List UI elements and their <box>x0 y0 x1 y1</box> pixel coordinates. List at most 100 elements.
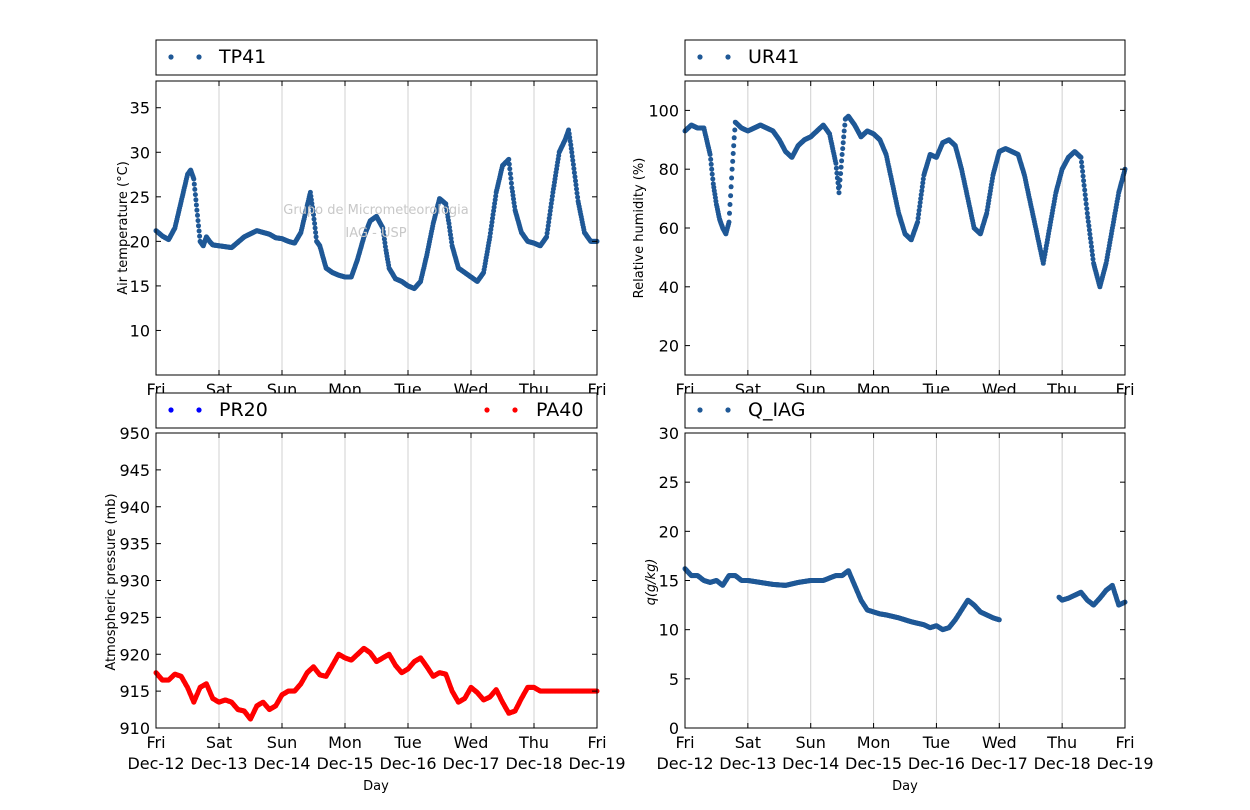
y-axis-label: Atmospheric pressure (mb) <box>104 493 119 670</box>
x-tick-label-date: Dec-15 <box>316 754 373 773</box>
data-point-tp41 <box>548 204 554 210</box>
data-point-tp41 <box>569 153 575 159</box>
data-point-ur41 <box>838 171 844 177</box>
data-point-tp41 <box>510 192 516 198</box>
x-tick-label-day: Wed <box>982 733 1017 752</box>
data-point-tp41 <box>569 149 575 155</box>
y-tick-label: 15 <box>130 277 150 296</box>
data-point-tp41 <box>567 134 573 140</box>
data-point-ur41 <box>708 156 714 162</box>
data-point-ur41 <box>833 165 839 171</box>
y-axis-ticks: 20 40 60 80 100 <box>648 101 1125 356</box>
data-point-tp41 <box>194 207 200 213</box>
legend-label-q-iag: Q_IAG <box>748 399 805 421</box>
data-point-tp41 <box>309 201 315 206</box>
data-point-tp41 <box>491 208 497 214</box>
data-point-ur41 <box>1085 219 1091 225</box>
y-tick-label: 925 <box>119 608 150 627</box>
y-axis-ticks: 910 915 920 925 930 935 940 945 950 <box>119 424 597 738</box>
data-point-ur41 <box>841 128 847 134</box>
data-point-tp41 <box>193 197 199 203</box>
data-point-tp41 <box>573 182 579 188</box>
x-tick-label-date: Dec-13 <box>719 754 776 773</box>
data-point-ur41 <box>915 219 921 225</box>
data-point-ur41 <box>1090 252 1095 258</box>
x-tick-label-date: Dec-15 <box>845 754 902 773</box>
data-point-ur41 <box>837 177 843 183</box>
data-point-tp41 <box>487 234 493 240</box>
data-point-tp41 <box>509 185 515 191</box>
y-tick-label: 920 <box>119 645 150 664</box>
data-point-ur41 <box>707 152 713 157</box>
data-point-tp41 <box>566 131 572 137</box>
x-tick-label-day: Sun <box>267 733 297 752</box>
data-point-q-iag <box>996 617 1002 623</box>
data-point-ur41 <box>1083 196 1089 202</box>
legend-box-q: Q_IAG <box>684 392 1126 429</box>
data-point-tp41 <box>381 236 387 242</box>
data-point-ur41 <box>838 164 844 170</box>
data-point-ur41 <box>833 160 839 166</box>
x-tick-label-day: Sat <box>206 733 232 752</box>
y-tick-label: 5 <box>669 670 679 689</box>
data-point-tp41 <box>447 224 452 230</box>
legend-marker-tp41 <box>196 54 202 60</box>
y-tick-label: 950 <box>119 424 150 443</box>
data-point-ur41 <box>1078 154 1084 160</box>
legend-label-ur41: UR41 <box>748 46 799 68</box>
legend-label-tp41: TP41 <box>218 46 266 68</box>
data-point-tp41 <box>489 219 495 225</box>
grid-lines <box>747 433 1063 728</box>
data-point-ur41 <box>919 188 925 194</box>
y-tick-label: 10 <box>130 321 150 340</box>
data-points <box>682 113 1128 290</box>
data-point-tp41 <box>568 142 574 148</box>
data-point-ur41 <box>837 183 842 189</box>
panel-air-temperature: Grupo de Micrometeorologia IAG - USP 10 1… <box>116 39 607 399</box>
data-point-tp41 <box>308 197 314 203</box>
data-point-tp41 <box>507 166 513 172</box>
x-tick-label-date: Dec-18 <box>505 754 562 773</box>
data-point-tp41 <box>491 204 497 210</box>
data-point-ur41 <box>920 176 926 182</box>
data-point-tp41 <box>490 212 496 218</box>
data-point-ur41 <box>1088 240 1094 245</box>
y-tick-label: 935 <box>119 535 150 554</box>
data-point-tp41 <box>546 219 552 225</box>
x-tick-label-date: Dec-14 <box>782 754 839 773</box>
data-point-tp41 <box>547 208 553 214</box>
y-tick-label: 910 <box>119 719 150 738</box>
legend-marker-ur41 <box>725 54 731 60</box>
data-point-tp41 <box>195 212 200 218</box>
data-point-tp41 <box>382 244 388 250</box>
data-point-tp41 <box>571 170 577 176</box>
data-point-ur41 <box>710 176 716 182</box>
data-point-ur41 <box>1082 192 1088 198</box>
x-tick-label-day: Mon <box>328 733 362 752</box>
data-point-tp41 <box>487 230 493 236</box>
x-axis-label: Day <box>892 779 918 794</box>
x-tick-label-day: Sat <box>735 733 761 752</box>
data-point-tp41 <box>312 225 318 231</box>
data-point-ur41 <box>731 143 737 149</box>
watermark-line-1: Grupo de Micrometeorologia <box>283 203 469 218</box>
x-axis-label: Day <box>363 779 389 794</box>
data-point-tp41 <box>380 229 386 235</box>
watermark-line-2: IAG - USP <box>345 226 406 241</box>
data-point-ur41 <box>1079 159 1084 165</box>
data-point-ur41 <box>1086 227 1092 233</box>
data-point-tp41 <box>510 189 515 195</box>
data-point-tp41 <box>308 193 314 199</box>
data-point-tp41 <box>492 197 498 203</box>
y-tick-label: 35 <box>130 99 150 118</box>
data-point-ur41 <box>709 171 715 177</box>
y-tick-label: 20 <box>659 337 679 356</box>
data-point-ur41 <box>1083 201 1089 207</box>
data-point-ur41 <box>839 152 845 157</box>
y-tick-label: 80 <box>659 160 679 179</box>
data-point-ur41 <box>915 215 921 221</box>
data-point-tp41 <box>566 127 572 133</box>
data-point-tp41 <box>571 166 577 172</box>
y-tick-label: 30 <box>659 424 679 443</box>
